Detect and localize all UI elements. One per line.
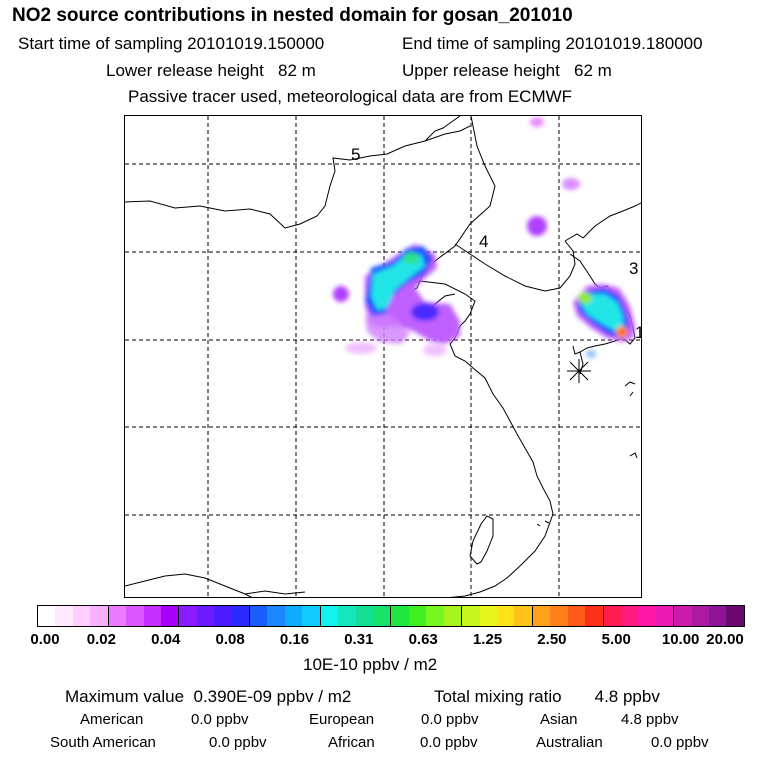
colorbar-segment	[479, 606, 497, 626]
colorbar	[37, 605, 745, 627]
colorbar-tick-label: 10.00	[661, 631, 700, 648]
colorbar-tick-label: 0.08	[215, 631, 245, 648]
colorbar-segment	[90, 606, 109, 626]
colorbar-segment	[250, 606, 268, 626]
colorbar-segment	[179, 606, 197, 626]
region-value-american: 0.0 ppbv	[191, 711, 249, 728]
region-name-african: African	[328, 734, 375, 751]
colorbar-segment	[143, 606, 161, 626]
colorbar-segment	[267, 606, 285, 626]
region-name-european: European	[309, 711, 375, 728]
colorbar-segment	[196, 606, 215, 626]
colorbar-segment	[443, 606, 463, 626]
colorbar-segment	[391, 606, 409, 626]
colorbar-segment	[691, 606, 710, 626]
total-mixing-ratio: Total mixing ratio 4.8 ppbv	[434, 687, 660, 706]
colorbar-segment	[338, 606, 356, 626]
colorbar-segment	[726, 606, 744, 626]
trajectory-labels: 5 4 3 1	[351, 145, 642, 342]
colorbar-segment	[373, 606, 392, 626]
region-value-south-american: 0.0 ppbv	[209, 734, 267, 751]
label-3: 3	[629, 259, 638, 278]
lower-release-height: Lower release height 82 m	[106, 61, 316, 80]
tracer-note: Passive tracer used, meteorological data…	[128, 87, 573, 106]
colorbar-segment	[55, 606, 73, 626]
label-1: 1	[635, 323, 642, 342]
map-canvas: 5 4 3 1	[125, 116, 642, 597]
region-name-south-american: South American	[50, 734, 156, 751]
map-title: NO2 source contributions in nested domai…	[12, 5, 573, 26]
no2-plumes	[333, 117, 635, 358]
region-value-european: 0.0 ppbv	[421, 711, 479, 728]
colorbar-segment	[108, 606, 127, 626]
station-marker	[567, 359, 591, 383]
maximum-value: Maximum value 0.390E-09 ppbv / m2	[65, 687, 352, 706]
colorbar-segment	[214, 606, 232, 626]
colorbar-tick-label: 20.00	[706, 631, 744, 648]
colorbar-segment	[496, 606, 515, 626]
colorbar-segment	[514, 606, 533, 626]
colorbar-segment	[462, 606, 480, 626]
colorbar-segment	[126, 606, 144, 626]
colorbar-segment	[302, 606, 321, 626]
colorbar-segment	[160, 606, 180, 626]
colorbar-tick-label: 5.00	[601, 631, 631, 648]
colorbar-tick-label: 0.63	[408, 631, 438, 648]
colorbar-segment	[532, 606, 551, 626]
colorbar-tick-label: 2.50	[537, 631, 567, 648]
colorbar-tick-label: 0.16	[279, 631, 310, 648]
colorbar-segment	[72, 606, 91, 626]
label-4: 4	[479, 232, 488, 251]
colorbar-segment	[426, 606, 444, 626]
colorbar-tick-label: 0.31	[344, 631, 374, 648]
colorbar-segment	[585, 606, 604, 626]
map-panel: 5 4 3 1	[124, 115, 642, 598]
region-name-american: American	[80, 711, 144, 728]
grid-lines	[125, 116, 641, 597]
colorbar-segment	[674, 606, 692, 626]
region-value-asian: 4.8 ppbv	[621, 711, 679, 728]
colorbar-tick-label: 0.04	[151, 631, 181, 648]
colorbar-segment	[231, 606, 251, 626]
start-time: Start time of sampling 20101019.150000	[18, 34, 325, 53]
colorbar-segment	[620, 606, 639, 626]
colorbar-segment	[408, 606, 427, 626]
colorbar-segment	[355, 606, 374, 626]
colorbar-tick-label: 1.25	[472, 631, 503, 648]
colorbar-segment	[567, 606, 586, 626]
region-name-australian: Australian	[536, 734, 603, 751]
colorbar-segment	[603, 606, 621, 626]
colorbar-segment	[284, 606, 303, 626]
region-name-asian: Asian	[540, 711, 578, 728]
colorbar-segment	[638, 606, 656, 626]
colorbar-tick-label: 0.00	[30, 631, 60, 648]
end-time: End time of sampling 20101019.180000	[402, 34, 703, 53]
label-5: 5	[351, 145, 360, 164]
region-value-african: 0.0 ppbv	[420, 734, 478, 751]
colorbar-segment	[709, 606, 727, 626]
upper-release-height: Upper release height 62 m	[402, 61, 612, 80]
region-value-australian: 0.0 ppbv	[651, 734, 709, 751]
colorbar-units: 10E-10 ppbv / m2	[303, 655, 438, 674]
colorbar-segment	[38, 606, 56, 626]
colorbar-segment	[320, 606, 339, 626]
colorbar-tick-label: 0.02	[86, 631, 116, 648]
colorbar-segment	[550, 606, 568, 626]
colorbar-segment	[655, 606, 675, 626]
